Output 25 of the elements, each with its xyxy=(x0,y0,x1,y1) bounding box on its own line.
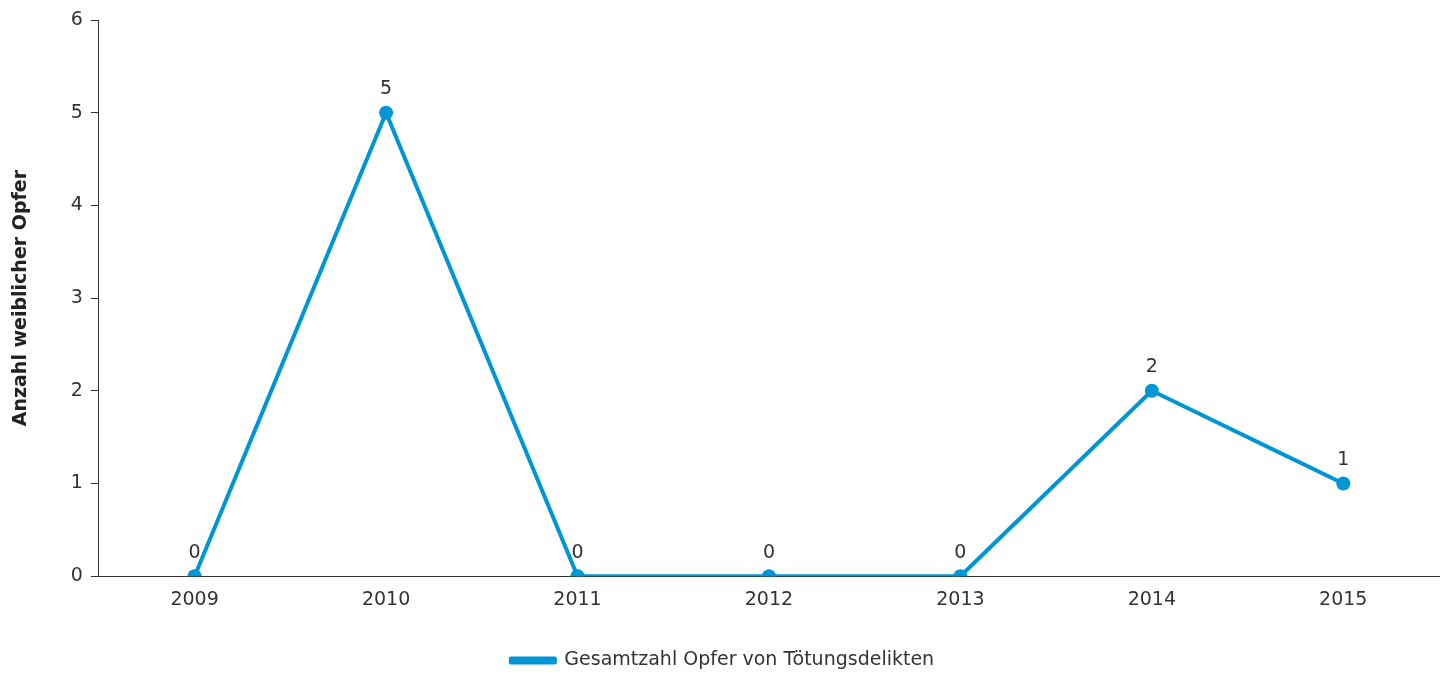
y-tick-label: 2 xyxy=(70,377,83,400)
y-tick-label: 1 xyxy=(70,470,83,493)
x-tick-label: 2015 xyxy=(1319,586,1368,609)
point xyxy=(1144,383,1159,398)
data-label: 0 xyxy=(954,539,967,562)
x-tick-label: 2010 xyxy=(361,586,411,609)
data-label: 0 xyxy=(188,539,201,562)
y-tick-label: 3 xyxy=(70,285,83,308)
legend-label: Gesamtzahl Opfer von Tötungsdelikten xyxy=(564,647,935,670)
data-label: 1 xyxy=(1337,446,1350,469)
y-axis-title: Anzahl weiblicher Opfer xyxy=(8,169,31,427)
data-label: 5 xyxy=(380,76,393,99)
data-label: 2 xyxy=(1145,354,1158,377)
x-tick-label: 2011 xyxy=(553,586,602,609)
data-label: 0 xyxy=(762,539,775,562)
data-label: 0 xyxy=(571,539,584,562)
x-tick-label: 2009 xyxy=(170,586,219,609)
x-tick-label: 2012 xyxy=(744,586,794,609)
y-tick-label: 6 xyxy=(70,6,83,29)
point xyxy=(379,105,394,120)
x-tick-label: 2013 xyxy=(936,586,985,609)
x-tick-label: 2014 xyxy=(1127,586,1177,609)
y-tick-label: 0 xyxy=(70,563,83,586)
y-tick-label: 4 xyxy=(70,192,83,215)
y-tick-label: 5 xyxy=(70,99,83,122)
